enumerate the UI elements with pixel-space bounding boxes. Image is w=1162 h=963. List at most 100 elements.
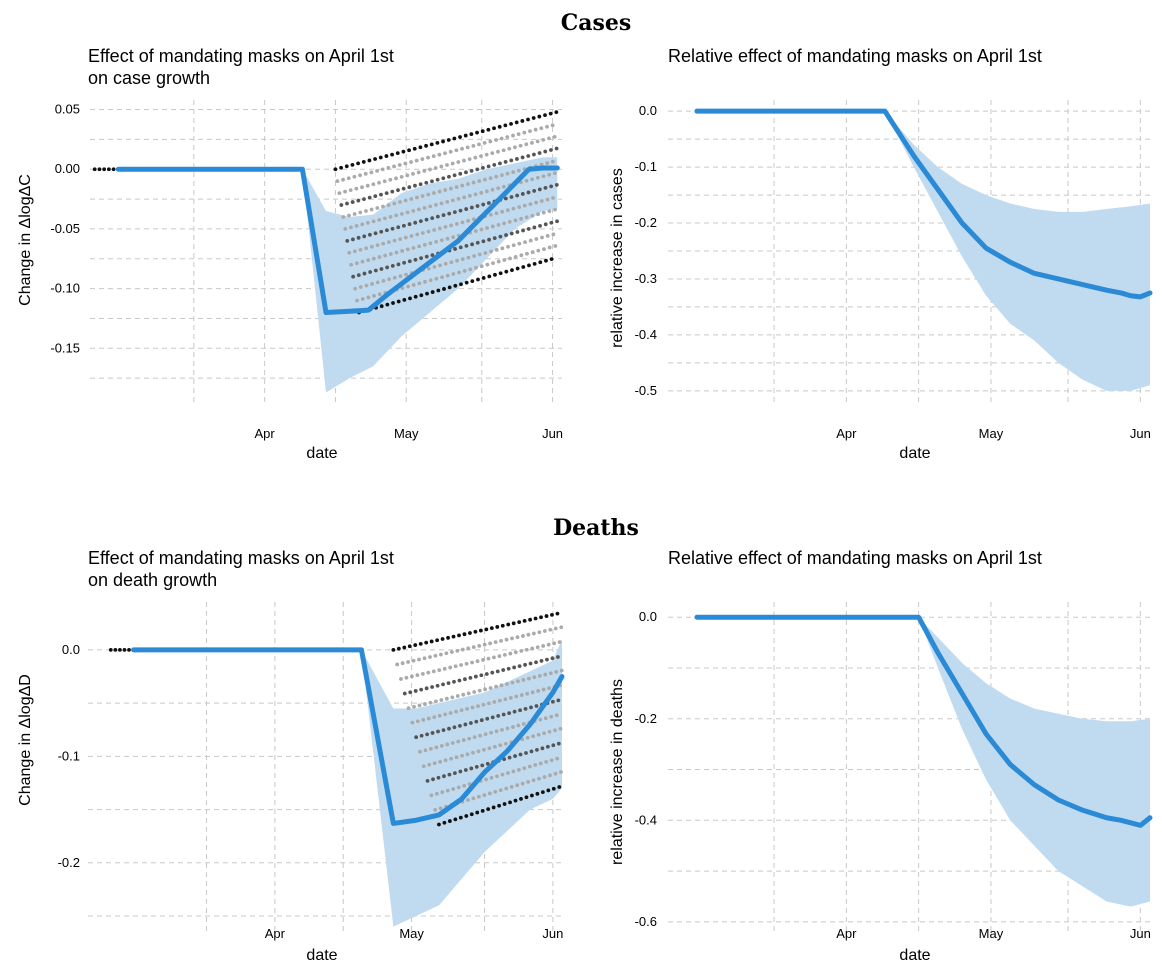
y-tick-label: -0.15	[50, 340, 80, 355]
draw-point	[403, 161, 408, 166]
draw-point	[535, 139, 540, 144]
x-tick-label: Apr	[836, 426, 857, 441]
draw-point	[422, 656, 427, 661]
draw-point	[541, 687, 546, 692]
draw-point	[502, 802, 507, 806]
draw-point	[493, 272, 497, 277]
draw-point	[476, 704, 480, 709]
draw-point	[475, 167, 480, 172]
draw-point	[529, 749, 534, 754]
plot-area	[90, 100, 562, 402]
draw-point	[354, 261, 359, 266]
draw-point	[507, 146, 512, 151]
draw-point	[409, 234, 414, 238]
draw-point	[457, 633, 461, 638]
draw-point	[490, 670, 495, 675]
draw-point	[373, 157, 377, 161]
draw-point	[384, 228, 389, 233]
draw-point	[414, 158, 419, 163]
draw-point	[484, 777, 488, 782]
draw-point	[554, 110, 559, 115]
draw-point	[406, 284, 410, 289]
draw-point	[369, 244, 374, 249]
draw-point	[478, 733, 483, 738]
draw-point	[446, 681, 451, 686]
draw-point	[551, 196, 556, 200]
draw-point	[382, 179, 387, 184]
draw-point	[446, 138, 451, 142]
draw-point	[494, 211, 499, 216]
draw-point	[445, 163, 449, 167]
draw-point	[466, 646, 471, 651]
draw-point	[440, 790, 445, 795]
draw-point	[543, 672, 548, 677]
draw-point	[468, 721, 473, 725]
draw-point	[425, 732, 429, 737]
draw-point	[513, 218, 518, 223]
draw-point	[528, 202, 533, 206]
draw-point	[542, 629, 547, 633]
draw-point	[434, 791, 439, 796]
draw-point	[475, 130, 479, 135]
panel-relative-cases: Relative effect of mandating masks on Ap…	[609, 46, 1153, 462]
draw-point	[407, 222, 412, 227]
draw-point	[341, 177, 345, 182]
draw-point	[488, 139, 493, 144]
draw-point	[432, 761, 437, 766]
draw-point	[383, 253, 388, 258]
draw-point	[485, 716, 490, 721]
draw-point	[557, 785, 562, 789]
draw-point	[554, 713, 559, 718]
draw-point	[502, 258, 507, 262]
draw-point	[388, 214, 393, 219]
draw-point	[433, 202, 438, 207]
draw-point	[479, 227, 484, 232]
draw-point	[366, 221, 370, 225]
draw-point	[441, 176, 446, 181]
draw-point	[525, 251, 529, 256]
draw-point	[438, 759, 443, 764]
draw-point	[547, 172, 552, 177]
draw-point	[420, 231, 425, 235]
draw-point	[538, 717, 543, 722]
draw-point	[537, 674, 542, 678]
draw-point	[513, 754, 517, 758]
draw-point	[432, 715, 437, 720]
x-tick-label: Jun	[542, 426, 563, 441]
draw-point	[557, 640, 562, 645]
draw-point	[423, 702, 427, 706]
draw-point	[440, 275, 444, 280]
draw-point	[379, 192, 383, 197]
draw-point	[535, 175, 540, 180]
draw-point	[541, 174, 546, 179]
draw-point	[347, 213, 351, 218]
draw-point	[556, 698, 561, 703]
draw-point	[548, 111, 553, 116]
draw-point	[489, 626, 494, 631]
draw-point	[515, 157, 519, 161]
draw-point	[396, 646, 401, 651]
draw-point	[367, 158, 372, 163]
draw-point	[487, 274, 492, 279]
draw-point	[521, 634, 525, 638]
draw-point	[443, 225, 448, 229]
draw-point	[458, 245, 463, 250]
draw-point	[428, 204, 433, 209]
draw-point	[466, 182, 470, 186]
draw-point	[432, 228, 437, 232]
confidence-band	[302, 157, 558, 393]
draw-point	[507, 711, 512, 716]
draw-point	[501, 148, 506, 153]
draw-point	[458, 723, 462, 728]
draw-point	[537, 630, 542, 635]
draw-point	[466, 691, 471, 696]
draw-point	[411, 658, 416, 663]
draw-point	[516, 723, 521, 728]
draw-point	[483, 732, 488, 737]
x-tick-label: Jun	[1130, 426, 1151, 441]
draw-point	[349, 262, 354, 267]
draw-point	[541, 644, 546, 648]
draw-point	[465, 706, 469, 711]
panel-subtitle: on case growth	[88, 68, 210, 88]
draw-point	[404, 675, 409, 680]
